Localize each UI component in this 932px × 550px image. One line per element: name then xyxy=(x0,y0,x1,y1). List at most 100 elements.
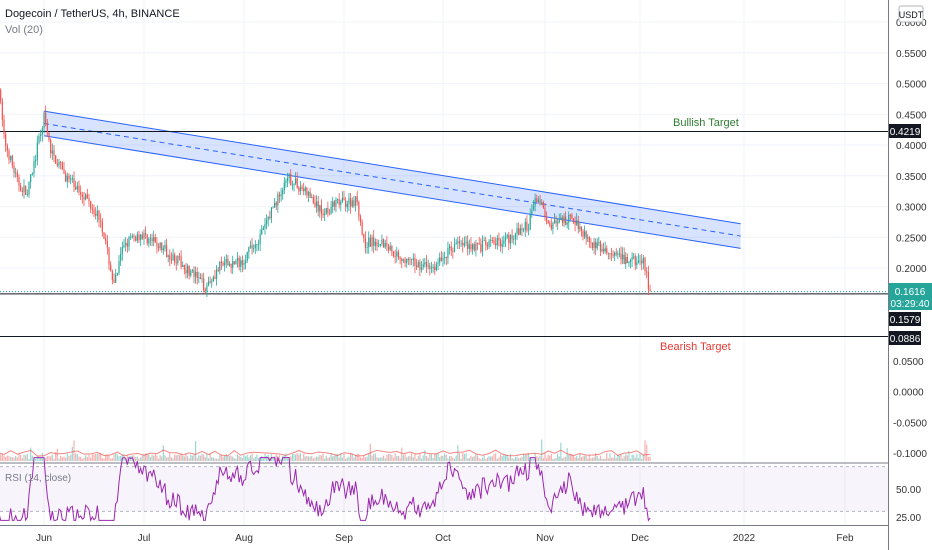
volume-bar xyxy=(272,457,274,461)
candle-body xyxy=(470,244,472,250)
descending-channel[interactable] xyxy=(43,110,741,249)
candle-body xyxy=(491,239,493,241)
volume-bar xyxy=(425,456,428,461)
candle-body xyxy=(91,208,93,210)
currency-button[interactable] xyxy=(898,5,924,23)
candle-body xyxy=(325,208,327,214)
candle-body xyxy=(544,207,546,218)
candle-body xyxy=(480,244,482,252)
volume-bar xyxy=(427,457,429,461)
volume-bar xyxy=(53,458,55,461)
volume-bar xyxy=(46,455,48,461)
volume-bar xyxy=(222,456,224,461)
price-tick-label: 0.5500 xyxy=(896,49,927,60)
candle-body xyxy=(333,201,335,207)
candle-body xyxy=(376,241,378,246)
candle-body xyxy=(623,254,625,264)
candle-body xyxy=(257,244,260,245)
candle-body xyxy=(140,234,142,241)
candle-body xyxy=(552,223,554,229)
volume-bar xyxy=(190,454,192,461)
volume-bar xyxy=(269,456,271,461)
volume-bar xyxy=(303,453,305,461)
volume-bar xyxy=(463,454,465,461)
candle-body xyxy=(96,210,98,216)
volume-indicator-label[interactable]: Vol (20) xyxy=(5,24,43,36)
candle-body xyxy=(394,256,396,258)
horizontal-levels[interactable] xyxy=(0,131,888,338)
volume-bar xyxy=(88,454,90,461)
candle-body xyxy=(175,262,177,264)
volume-bar xyxy=(182,455,184,461)
volume-bar xyxy=(631,454,633,461)
rsi-tick-label: 25.00 xyxy=(896,513,921,524)
candle-body xyxy=(103,232,105,239)
volume-bar xyxy=(314,457,316,461)
volume-bar xyxy=(135,456,137,461)
candle-body xyxy=(495,243,497,246)
candle-body xyxy=(85,194,87,200)
volume-bar xyxy=(585,455,587,461)
price-axis[interactable]: 0.6000 0.5500 0.5000 0.4500 0.4000 0.3500 0.30… xyxy=(896,18,927,275)
candle-body xyxy=(228,263,231,266)
candle-body xyxy=(350,198,352,207)
candle-body xyxy=(295,178,297,184)
candle-body xyxy=(143,233,145,239)
volume-bar xyxy=(324,458,326,461)
volume-bar xyxy=(558,456,560,461)
volume-bar xyxy=(602,458,605,461)
volume-bar xyxy=(195,440,197,461)
rsi-indicator-label[interactable]: RSI (14, close) xyxy=(5,473,71,484)
candle-body xyxy=(593,241,595,248)
candle-body xyxy=(20,185,22,191)
volume-bar xyxy=(65,457,67,461)
candle-body xyxy=(118,260,120,273)
volume-bar xyxy=(106,454,108,461)
candle-body xyxy=(599,242,602,252)
candle-body xyxy=(566,222,568,225)
candle-body xyxy=(214,276,216,279)
price-tick-label: 0.4500 xyxy=(896,110,927,121)
candle-body xyxy=(450,246,452,252)
candle-body xyxy=(568,214,570,223)
candle-body xyxy=(422,264,424,268)
volume-bar xyxy=(41,453,43,461)
volume-ma-line xyxy=(0,449,651,457)
volume-bar xyxy=(615,457,617,461)
candle-body xyxy=(125,242,127,246)
candle-body xyxy=(311,197,313,199)
rsi-band xyxy=(0,466,888,512)
volume-bar xyxy=(407,456,409,461)
candle-body xyxy=(248,246,250,253)
candle-body xyxy=(126,242,128,247)
volume-bar xyxy=(85,455,87,461)
volume-bar xyxy=(389,453,391,461)
candle-body xyxy=(280,194,282,197)
volume-bar xyxy=(170,457,173,461)
volume-bar xyxy=(111,458,113,461)
candle-body xyxy=(537,199,540,202)
volume-bar xyxy=(448,455,451,461)
volume-bar xyxy=(175,455,177,461)
volume-bar xyxy=(604,458,606,461)
volume-bar xyxy=(609,453,611,461)
volume-bar xyxy=(445,454,447,461)
symbol-title[interactable]: Dogecoin / TetherUS, 4h, BINANCE xyxy=(5,8,180,20)
candle-body xyxy=(452,251,454,252)
candle-body xyxy=(381,239,383,245)
candle-body xyxy=(207,281,210,286)
volume-bar xyxy=(444,453,446,461)
volume-bar xyxy=(253,458,255,461)
candle-body xyxy=(317,201,319,212)
price-tick-label: 0.5000 xyxy=(896,80,927,91)
volume-bar xyxy=(639,453,641,461)
candle-body xyxy=(306,187,308,196)
candle-body xyxy=(40,134,42,137)
time-axis[interactable]: Jun Jul Aug Sep Oct Nov Dec 2022 Feb xyxy=(36,533,854,544)
candle-body xyxy=(159,242,161,249)
volume-bar xyxy=(386,454,388,461)
candle-body xyxy=(48,132,50,140)
volume-bar xyxy=(601,458,603,461)
channel-upper-line xyxy=(43,110,741,225)
